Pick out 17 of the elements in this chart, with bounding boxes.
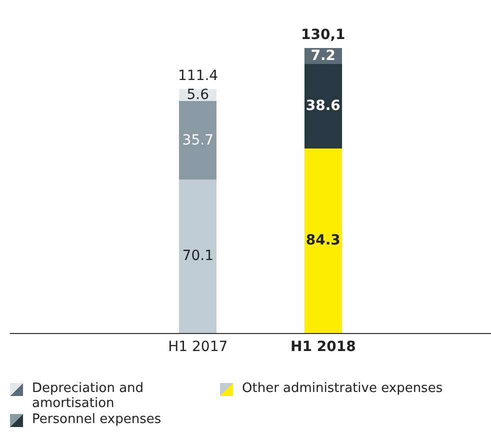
x-tick-label: H1 2017 bbox=[168, 338, 228, 355]
bar bbox=[179, 179, 217, 333]
bar bbox=[304, 148, 342, 333]
data-label: 38.6 bbox=[306, 98, 340, 114]
total-label: 130,1 bbox=[301, 27, 346, 43]
legend-label: Other administrative expenses bbox=[242, 381, 443, 396]
data-label: 7.2 bbox=[310, 48, 336, 64]
bar bbox=[179, 101, 217, 180]
data-label: 70.1 bbox=[182, 248, 214, 264]
legend-label: Personnel expenses bbox=[32, 412, 162, 427]
x-tick-label: H1 2018 bbox=[290, 338, 356, 355]
total-label: 111.4 bbox=[178, 68, 218, 84]
data-label: 5.6 bbox=[186, 87, 210, 104]
legend-label: Depreciation and amortisation bbox=[32, 381, 145, 411]
data-label: 35.7 bbox=[182, 132, 214, 148]
bar bbox=[304, 64, 342, 148]
data-label: 84.3 bbox=[306, 232, 340, 249]
